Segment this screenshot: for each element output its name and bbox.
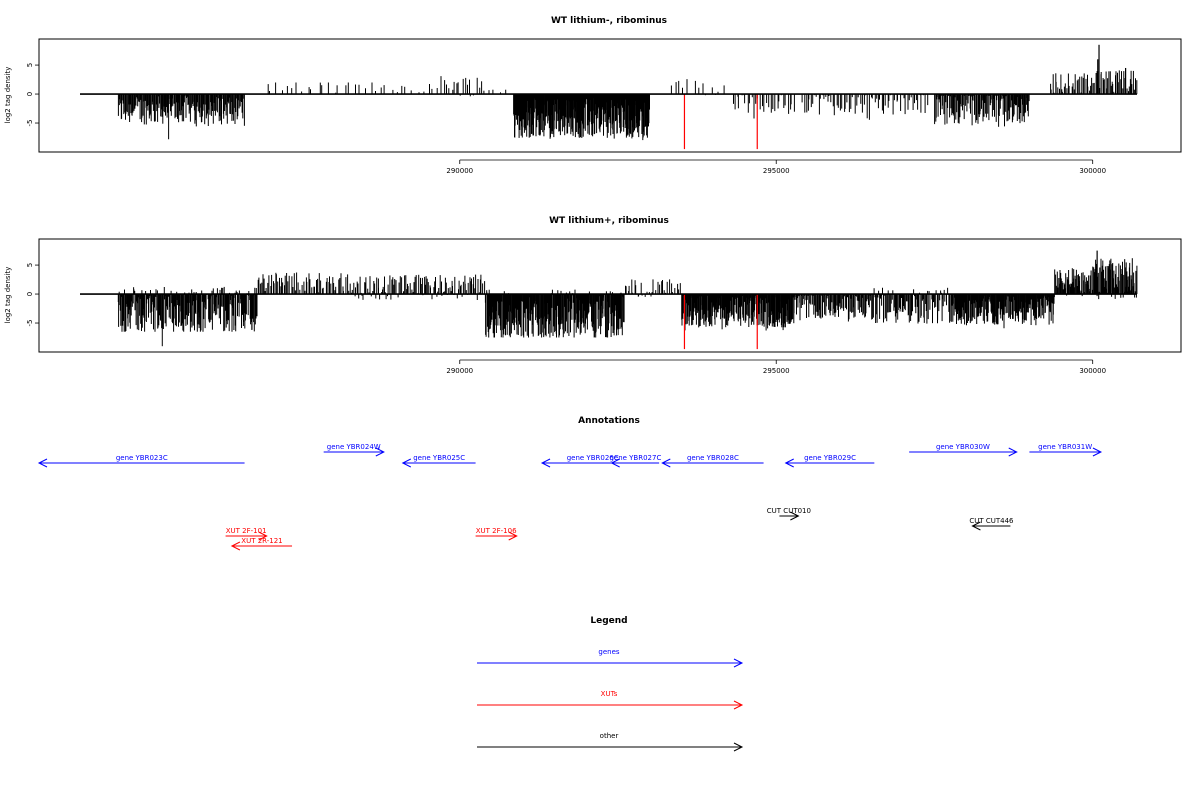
legend-item: XUTs <box>477 690 744 710</box>
feature-arrowhead <box>1008 447 1018 457</box>
legend-label: genes <box>598 648 619 656</box>
x-tick-label: 300000 <box>1079 167 1106 175</box>
legend-items: genes XUTs other <box>477 648 744 752</box>
y-tick-label: 0 <box>26 92 34 96</box>
feature-arrowhead <box>661 458 671 468</box>
legend-title: Legend <box>590 616 627 626</box>
x-axis: 290000 295000 300000 <box>446 359 1106 375</box>
feature-arrowhead <box>37 458 48 468</box>
feature-arrowhead <box>375 447 385 457</box>
y-tick-label: 0 <box>26 292 34 296</box>
feature-label: gene YBR024W <box>327 443 381 451</box>
feature-arrowhead <box>230 541 241 551</box>
y-tick-label: 5 <box>26 63 34 67</box>
x-tick-label: 290000 <box>446 367 473 375</box>
x-tick-label: 295000 <box>763 367 790 375</box>
x-tick-label: 295000 <box>763 167 790 175</box>
feature-label: gene YBR025C <box>413 454 465 462</box>
y-tick-label: 5 <box>26 263 34 267</box>
feature-arrowhead <box>610 458 620 468</box>
track-panel-lithium-minus: WT lithium-, ribominus log2 tag density … <box>4 16 1182 175</box>
annotation-feature: CUT CUT446 <box>969 517 1014 531</box>
feature-arrowhead <box>790 511 800 521</box>
feature-label: gene YBR028C <box>687 454 739 462</box>
feature-arrowhead <box>401 458 412 468</box>
y-axis-label: log2 tag density <box>4 67 12 124</box>
density-bars <box>80 44 1138 150</box>
track-panel-lithium-plus: WT lithium+, ribominus log2 tag density … <box>4 216 1182 375</box>
feature-arrowhead <box>784 458 794 468</box>
annotation-feature: CUT CUT010 <box>767 507 811 521</box>
annotation-feature: XUT 2F-106 <box>475 527 518 541</box>
feature-label: CUT CUT446 <box>969 517 1014 525</box>
feature-arrowhead <box>258 531 268 541</box>
annotation-feature: gene YBR029C <box>784 454 875 468</box>
feature-arrowhead <box>508 531 518 541</box>
y-axis-label: log2 tag density <box>4 267 12 324</box>
feature-label: gene YBR030W <box>936 443 990 451</box>
legend-item: genes <box>477 648 744 668</box>
density-bars <box>80 250 1138 350</box>
y-tick-label: -5 <box>26 320 34 327</box>
feature-label: XUT 2F-101 <box>226 527 267 535</box>
panel-title: WT lithium-, ribominus <box>551 16 667 26</box>
annotation-feature: gene YBR027C <box>609 454 661 468</box>
legend-label: XUTs <box>601 690 618 698</box>
annotation-feature: gene YBR023C <box>37 454 245 468</box>
feature-label: XUT 2R-121 <box>241 537 282 545</box>
legend-label: other <box>600 732 619 740</box>
plot-frame <box>38 38 1182 153</box>
legend-arrowhead <box>733 658 744 668</box>
annotation-feature: gene YBR028C <box>661 454 764 468</box>
feature-arrowhead <box>1092 447 1103 457</box>
y-tick-label: -5 <box>26 120 34 127</box>
feature-label: gene YBR031W <box>1038 443 1092 451</box>
plot-frame <box>38 238 1182 353</box>
annotations-title: Annotations <box>578 416 640 426</box>
annotation-feature: gene YBR024W <box>323 443 385 457</box>
feature-arrowhead <box>971 521 981 531</box>
annotation-feature: gene YBR031W <box>1029 443 1103 457</box>
panel-title: WT lithium+, ribominus <box>549 216 669 226</box>
annotation-feature: gene YBR025C <box>401 454 476 468</box>
feature-label: gene YBR023C <box>116 454 168 462</box>
legend-panel: Legend genes XUTs other <box>477 616 744 752</box>
y-axis: -5 0 5 <box>26 63 39 127</box>
legend-arrowhead <box>733 700 744 710</box>
feature-label: XUT 2F-106 <box>476 527 517 535</box>
feature-label: gene YBR026C <box>567 454 619 462</box>
feature-label: gene YBR029C <box>804 454 856 462</box>
x-axis: 290000 295000 300000 <box>446 159 1106 175</box>
legend-arrowhead <box>733 742 744 752</box>
annotation-features: gene YBR023C gene YBR024W gene YBR025C gene… <box>37 443 1103 551</box>
feature-label: gene YBR027C <box>609 454 661 462</box>
x-tick-label: 290000 <box>446 167 473 175</box>
annotation-feature: XUT 2F-101 <box>225 527 268 541</box>
annotation-feature: XUT 2R-121 <box>230 537 293 551</box>
feature-arrowhead <box>540 458 551 468</box>
x-tick-label: 300000 <box>1079 367 1106 375</box>
feature-label: CUT CUT010 <box>767 507 811 515</box>
y-axis: -5 0 5 <box>26 263 39 327</box>
annotation-feature: gene YBR030W <box>909 443 1018 457</box>
legend-item: other <box>477 732 744 752</box>
